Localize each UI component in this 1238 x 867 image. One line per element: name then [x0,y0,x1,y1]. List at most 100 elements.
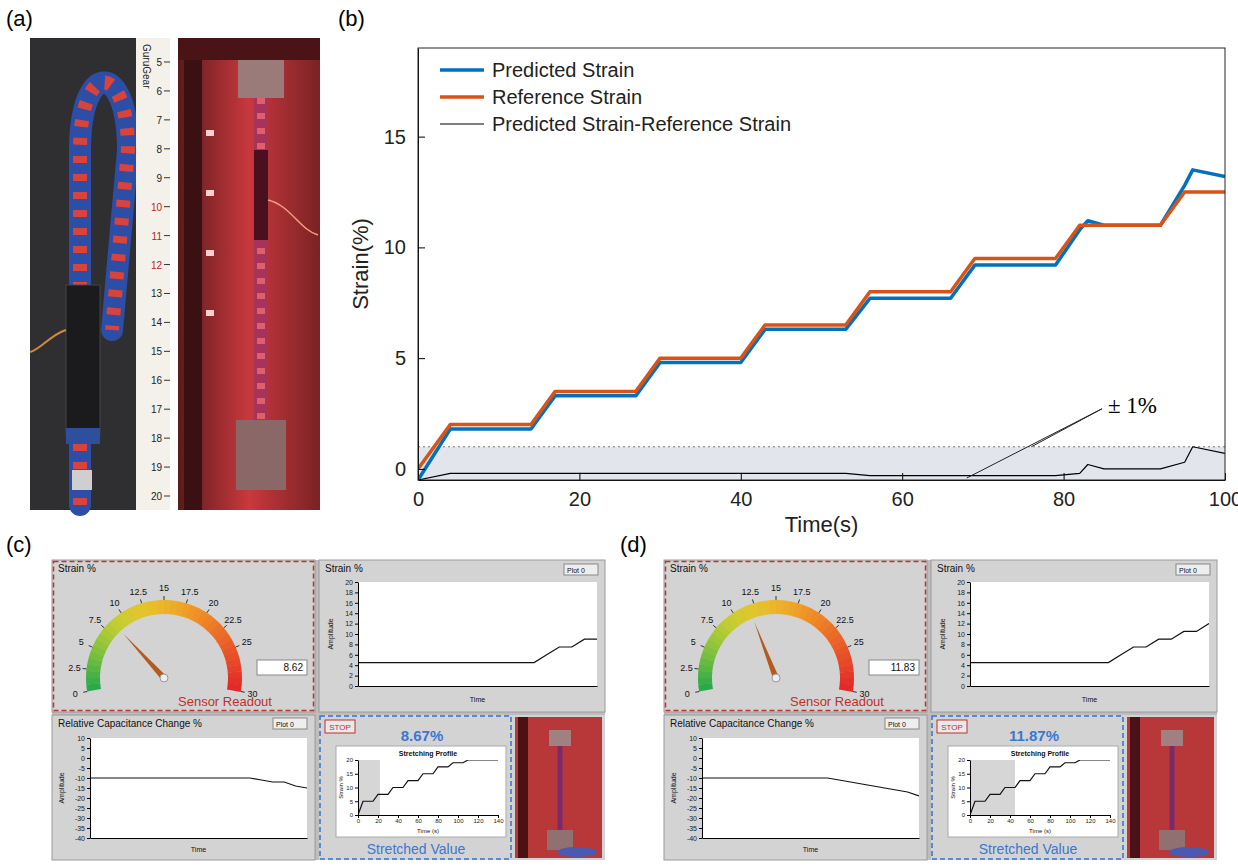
x-axis-tick-label: 20 [569,488,591,510]
plot-background [418,48,1225,480]
mini-y-axis-tick-label: 18 [345,589,353,596]
mini-x-axis-tick: 120 [1085,815,1096,824]
mini-y-axis-tick-mark [967,655,970,656]
mini-plot-background [358,582,597,686]
photo-left: 567891011121314151617181920GuruGear [30,38,170,510]
mini-y-axis-tick-label: 0 [350,812,354,818]
y-axis-tick-label: 5 [395,347,406,369]
mini-x-axis-tick-label: 20 [375,818,382,824]
gauge-tick [83,668,87,669]
mini-y-axis-tick: 20 [346,757,358,763]
mini-y-axis-tick-label: -5 [691,765,697,772]
ruler-tick [164,380,170,381]
mini-y-axis-tick: 16 [345,600,358,607]
gauge-tick [848,646,852,648]
mini-y-axis-tick-mark [355,760,358,761]
mini-y-axis-tick-mark [87,758,90,759]
legend-background [432,54,801,141]
ruler-tick [164,467,170,468]
legend-entry: Predicted Strain [492,59,634,81]
mini-y-axis-tick-label: 5 [693,745,697,752]
machine-frame [518,717,528,858]
mini-y-axis-tick: 5 [693,745,702,752]
mini-y-axis-tick-label: 0 [961,683,965,690]
ruler [136,38,170,510]
photo-right [178,38,320,510]
gauge-tick-label: 5 [79,637,84,647]
ruler-label: 8 [156,144,162,155]
screen-photo [1127,717,1214,858]
mini-x-axis-tick: 140 [493,815,504,824]
gauge-title: Strain % [58,563,96,574]
mini-y-axis-tick-label: 14 [345,610,353,617]
screenshot: Strain %02.557.51012.51517.52022.5253011… [664,560,1217,860]
y-axis-tick-mark [418,137,425,138]
mini-y-axis-tick-label: -20 [687,795,697,802]
wire [268,200,318,235]
legend-swatch [440,123,484,124]
gauge-tick [853,691,857,693]
mini-x-title: Time (s) [1029,828,1051,834]
mini-x-axis-tick: 0 [357,815,361,824]
mini-y-axis-tick: 20 [957,579,970,586]
stretched-value: 11.87% [1009,727,1059,744]
gauge: Strain %02.557.51012.51517.52022.5253011… [670,563,919,709]
ruler-tick [164,496,170,497]
ruler-tick [164,62,170,63]
mini-y-axis-tick-label: 5 [962,799,966,805]
clamp [1161,730,1183,746]
mini-y-axis-tick-label: 5 [81,745,85,752]
y-axis-tick: 5 [395,347,425,369]
mini-y-axis-tick-mark [967,644,970,645]
mini-y-axis-tick-mark [967,815,970,816]
panel-label: (d) [620,532,647,557]
legend-swatch [440,68,484,72]
mini-plot-title: Strain % [325,563,363,574]
stop-button[interactable] [937,720,967,733]
mini-y-axis-tick-mark [699,758,702,759]
ruler-label: 13 [151,288,163,299]
gauge-band [228,671,242,678]
mini-y-axis-tick-label: 0 [349,683,353,690]
ruler-tick [164,148,170,149]
profile-panel [948,746,1118,837]
mini-y-axis-tick: -40 [687,835,702,842]
figure: (a)(b)(c)(d)567891011121314151617181920G… [0,0,1238,867]
mini-x-axis-line [971,815,1111,816]
mini-plot-area [970,760,1110,815]
stop-label: STOP [329,723,351,732]
mini-y-axis-tick: 0 [349,683,358,690]
legend-entry: Predicted Strain-Reference Strain [492,113,791,135]
mini-y-axis-tick: -15 [75,785,90,792]
mini-x-axis-tick: 80 [1047,815,1054,824]
mini-y-axis-tick: -20 [687,795,702,802]
x-axis-tick-label: 40 [730,488,752,510]
gauge-hub [160,674,168,682]
mini-x-axis-line [359,815,499,816]
readout: 8.62 [284,662,304,673]
mini-y-axis-tick: 10 [346,785,358,791]
led [206,250,214,256]
mini-y-axis-tick: 6 [349,652,358,659]
mini-y-axis-tick-label: 2 [349,672,353,679]
mini-y-axis-tick: -20 [75,795,90,802]
mini-y-axis-tick-mark [355,676,358,677]
mini-y-axis-tick-mark [699,738,702,739]
mini-y-axis-tick-mark [355,801,358,802]
mini-y-axis-tick-mark [699,808,702,809]
tape [66,428,100,444]
mini-y-axis-tick-mark [87,838,90,839]
band-edge [418,446,1225,447]
gauge-tick-label: 15 [771,583,781,593]
ruler-label: 6 [156,86,162,97]
mini-y-axis-tick: 10 [689,735,702,742]
mini-x-axis-tick: 40 [1007,815,1014,824]
mini-y-axis-tick: 6 [961,652,970,659]
tolerance-band [418,447,1225,480]
mini-y-axis-tick-label: 8 [349,641,353,648]
mini-x-axis [703,838,920,839]
legend-swatch [440,95,484,99]
mini-y-axis-tick-label: 8 [961,641,965,648]
stop-button[interactable] [325,720,355,733]
mini-plot-background [90,738,307,838]
